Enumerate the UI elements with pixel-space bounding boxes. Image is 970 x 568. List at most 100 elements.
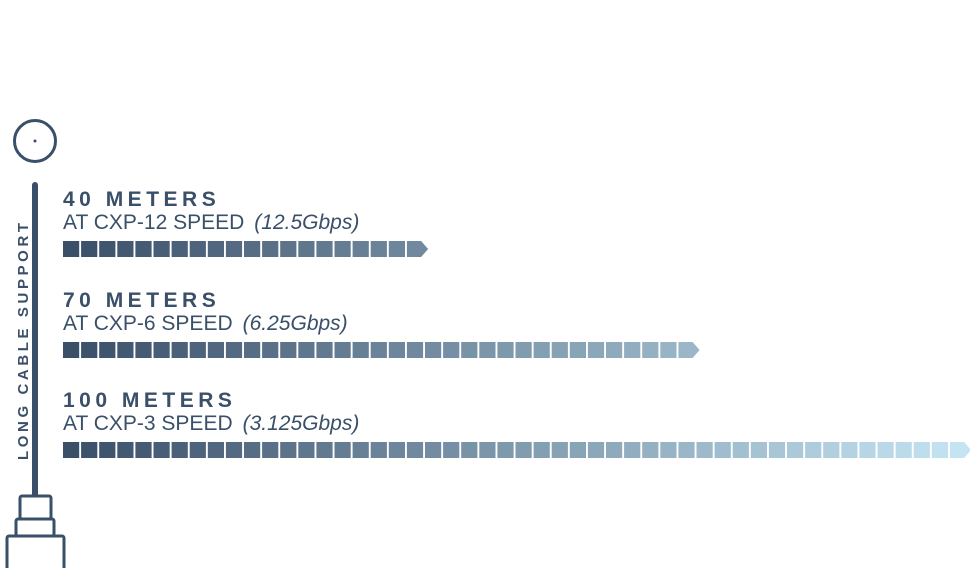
- bar-segment: [63, 241, 80, 257]
- bar-segment: [732, 442, 749, 458]
- bar-segment: [787, 442, 804, 458]
- bar-segment: [859, 442, 876, 458]
- distance-bar: [63, 442, 970, 458]
- bar-segment: [388, 241, 405, 257]
- bar-segment: [99, 342, 116, 358]
- bar-segment: [153, 442, 170, 458]
- rate-label: (12.5Gbps): [254, 211, 360, 234]
- bar-segment: [153, 241, 170, 257]
- bar-segment: [334, 241, 351, 257]
- bar-segment: [515, 342, 532, 358]
- bar-segment: [587, 342, 605, 358]
- bar-segment: [171, 442, 188, 458]
- bar-segment: [225, 241, 243, 257]
- bar-segment: [63, 442, 80, 458]
- bar-segment: [135, 241, 152, 257]
- bar-segment: [189, 241, 206, 257]
- bar-segment: [425, 442, 442, 458]
- bar-segment: [352, 342, 369, 358]
- bar-segment: [262, 342, 279, 358]
- bar-segment: [479, 342, 496, 358]
- cable-line: [32, 182, 38, 498]
- bar-segment: [425, 342, 442, 358]
- bar-segment: [515, 442, 532, 458]
- bar-segment: [642, 342, 659, 358]
- bar-segment: [352, 241, 369, 257]
- bar-segment: [388, 342, 405, 358]
- bar-segment: [280, 241, 297, 257]
- bar-segment: [533, 342, 550, 358]
- speed-label: AT CXP-6 SPEED: [63, 312, 233, 335]
- bar-segment: [569, 342, 586, 358]
- bar-segment: [99, 241, 116, 257]
- bar-segment: [587, 442, 605, 458]
- rate-label: (6.25Gbps): [242, 312, 348, 335]
- bar-segment: [877, 442, 894, 458]
- bar-segment: [117, 342, 134, 358]
- bar-segment: [606, 342, 623, 358]
- distance-title: 70 METERS: [63, 289, 221, 312]
- bar-segment: [895, 442, 912, 458]
- bar-segment: [768, 442, 786, 458]
- bar-segment: [551, 342, 568, 358]
- bar-segment: [497, 442, 514, 458]
- speed-label: AT CXP-3 SPEED: [63, 412, 233, 435]
- bar-segment: [352, 442, 369, 458]
- bar-segment: [406, 342, 424, 358]
- bar-segment: [334, 442, 351, 458]
- bar-arrow-segment: [406, 241, 429, 257]
- bar-segment: [189, 342, 206, 358]
- bar-segment: [244, 241, 261, 257]
- bar-segment: [207, 342, 224, 358]
- bar-segment: [714, 442, 731, 458]
- bar-segment: [316, 442, 333, 458]
- bar-segment: [443, 342, 460, 358]
- group-100m: 100 METERS AT CXP-3 SPEED (3.125Gbps): [63, 389, 970, 458]
- bar-segment: [660, 442, 677, 458]
- bar-segment: [678, 442, 695, 458]
- bar-segment: [135, 442, 152, 458]
- bar-segment: [280, 342, 297, 358]
- bar-arrow-segment: [949, 442, 970, 458]
- bar-segment: [334, 342, 351, 358]
- bar-segment: [262, 442, 279, 458]
- bar-segment: [551, 442, 568, 458]
- bar-segment: [244, 442, 261, 458]
- bar-segment: [533, 442, 550, 458]
- bar-segment: [189, 442, 206, 458]
- bar-segment: [642, 442, 659, 458]
- bar-segment: [370, 442, 387, 458]
- speed-line: AT CXP-6 SPEED (6.25Gbps): [63, 312, 703, 336]
- bar-segment: [316, 241, 333, 257]
- group-70m: 70 METERS AT CXP-6 SPEED (6.25Gbps): [63, 289, 703, 358]
- group-40m: 40 METERS AT CXP-12 SPEED (12.5Gbps): [63, 188, 431, 257]
- speed-line: AT CXP-3 SPEED (3.125Gbps): [63, 412, 970, 436]
- bar-segment: [298, 241, 315, 257]
- bar-segment: [497, 342, 514, 358]
- bar-segment: [805, 442, 822, 458]
- bar-segment: [370, 241, 387, 257]
- bar-segment: [117, 442, 134, 458]
- bar-segment: [99, 442, 116, 458]
- distance-title: 40 METERS: [63, 188, 221, 211]
- bar-segment: [207, 241, 224, 257]
- bar-segment: [624, 342, 641, 358]
- cable-end-circle-icon: [13, 119, 57, 163]
- bar-segment: [81, 241, 98, 257]
- bar-segment: [406, 442, 424, 458]
- bar-segment: [207, 442, 224, 458]
- distance-title: 100 METERS: [63, 389, 237, 412]
- bar-segment: [660, 342, 677, 358]
- bar-segment: [153, 342, 170, 358]
- bar-segment: [913, 442, 930, 458]
- bar-segment: [81, 342, 98, 358]
- bar-segment: [823, 442, 840, 458]
- bar-arrow-segment: [678, 342, 700, 358]
- speed-line: AT CXP-12 SPEED (12.5Gbps): [63, 211, 431, 235]
- bar-segment: [316, 342, 333, 358]
- bar-segment: [63, 342, 80, 358]
- bar-segment: [461, 342, 478, 358]
- bar-segment: [117, 241, 134, 257]
- bar-segment: [461, 442, 478, 458]
